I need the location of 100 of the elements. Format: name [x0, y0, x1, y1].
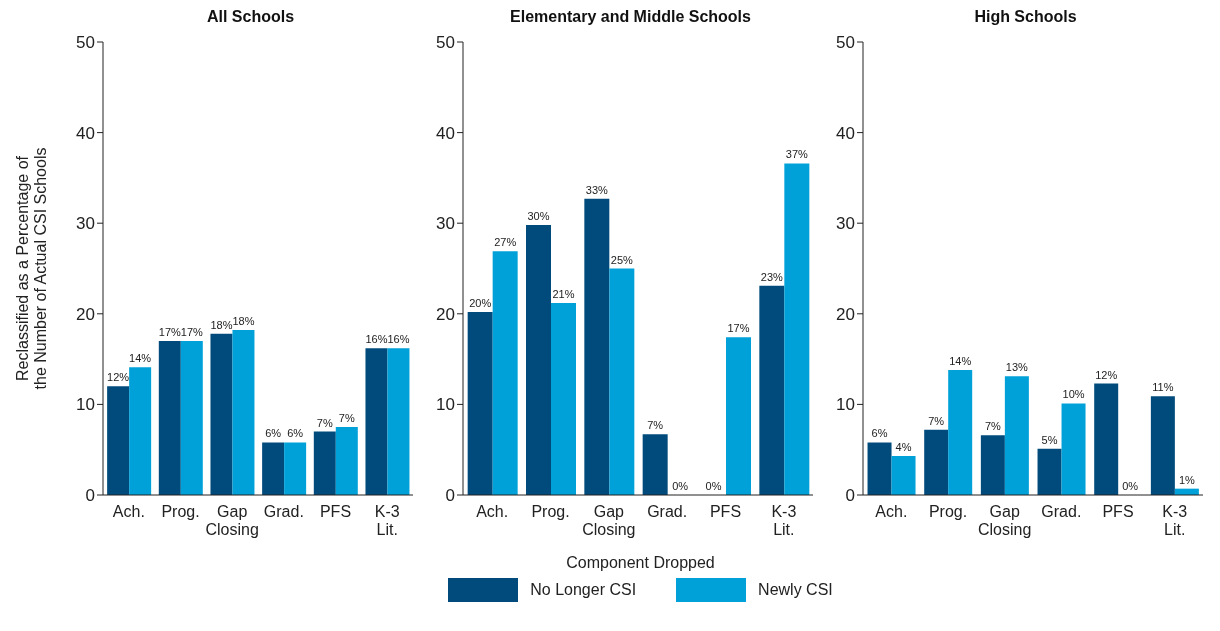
x-tick-label: K-3 Lit.	[374, 503, 400, 538]
y-tick-label: 50	[76, 33, 95, 53]
x-tick-label: Gap Closing	[205, 503, 259, 538]
data-label: 6%	[265, 427, 282, 440]
y-tick-label: 10	[76, 395, 95, 415]
y-tick-label: 50	[436, 33, 455, 53]
data-label: 21%	[552, 287, 575, 300]
data-label: 7%	[338, 412, 355, 425]
chart-title: Elementary and Middle Schools	[509, 8, 752, 27]
data-label: 25%	[610, 253, 634, 266]
x-tick-label: PFS	[319, 503, 352, 520]
x-tick-label: Prog.	[161, 503, 200, 520]
y-tick-label: 30	[836, 214, 855, 234]
x-tick-label: Grad.	[263, 503, 304, 520]
data-label: 16%	[387, 333, 410, 346]
bar	[759, 285, 785, 495]
data-label: 16%	[365, 333, 388, 346]
bar	[387, 348, 410, 495]
bar	[948, 369, 973, 495]
x-tick-label: Ach.	[112, 503, 145, 520]
data-label: 7%	[928, 414, 945, 427]
bar	[980, 435, 1005, 495]
data-label: 17%	[180, 325, 204, 338]
x-tick-label: K-3 Lit.	[771, 503, 797, 538]
bar	[642, 434, 668, 495]
bar	[1037, 448, 1062, 495]
data-label: 6%	[871, 427, 888, 440]
x-tick-label: PFS	[1102, 503, 1134, 520]
y-tick-label: 10	[836, 395, 855, 415]
bar	[551, 302, 576, 495]
legend-label: No Longer CSI	[530, 581, 637, 599]
y-axis-title: Reclassified as a Percentage of the Number of Actual CSI Schools	[14, 147, 49, 390]
data-label: 27%	[494, 236, 517, 249]
y-tick-label: 0	[85, 486, 95, 506]
y-tick-label: 20	[436, 304, 455, 324]
data-label: 17%	[727, 322, 750, 335]
bar	[891, 456, 916, 495]
x-tick-label: Grad.	[647, 503, 688, 520]
data-label: 18%	[232, 315, 255, 328]
x-tick-label: K-3 Lit.	[1162, 503, 1188, 538]
bar	[609, 268, 635, 495]
legend-label: Newly CSI	[758, 581, 833, 599]
data-label: 0%	[1122, 479, 1139, 492]
bar	[1094, 383, 1119, 495]
bar	[232, 330, 255, 495]
data-label: 30%	[527, 210, 550, 223]
data-label: 14%	[129, 352, 152, 365]
y-tick-label: 20	[76, 304, 95, 324]
x-tick-label: Prog.	[531, 503, 570, 520]
data-label: 33%	[585, 183, 609, 196]
bar	[726, 337, 751, 495]
data-label: 11%	[1152, 381, 1174, 394]
bar	[262, 442, 285, 495]
bar	[365, 348, 388, 495]
bar	[180, 340, 203, 495]
y-tick-label: 40	[836, 123, 855, 143]
bar	[107, 386, 130, 495]
bar	[492, 251, 518, 495]
data-label: 5%	[1041, 433, 1058, 446]
chart-title: All Schools	[205, 8, 296, 27]
data-label: 18%	[210, 318, 233, 331]
data-label: 23%	[760, 270, 784, 283]
bar	[467, 311, 493, 495]
bar	[284, 442, 307, 495]
data-label: 12%	[1095, 368, 1118, 381]
x-tick-label: Grad.	[1041, 503, 1082, 520]
x-tick-label: Ach.	[875, 503, 908, 520]
bar	[784, 163, 810, 495]
x-axis-title: Component Dropped	[565, 554, 716, 572]
bar	[158, 340, 181, 495]
bar	[584, 198, 610, 495]
data-label: 4%	[895, 441, 912, 454]
data-label: 10%	[1062, 388, 1085, 401]
y-tick-label: 40	[436, 123, 455, 143]
data-label: 7%	[647, 419, 664, 432]
data-label: 7%	[984, 420, 1002, 433]
bar	[526, 225, 551, 495]
bar	[313, 431, 336, 495]
data-label: 17%	[158, 325, 182, 338]
y-tick-label: 50	[836, 33, 855, 53]
x-tick-label: Ach.	[476, 503, 509, 520]
y-tick-label: 0	[845, 486, 855, 506]
y-tick-label: 30	[76, 214, 95, 234]
y-tick-label: 40	[76, 123, 95, 143]
x-tick-label: Gap Closing	[582, 503, 636, 538]
y-tick-label: 30	[436, 214, 455, 234]
data-label: 20%	[469, 296, 492, 309]
bar	[1004, 376, 1029, 495]
data-label: 14%	[949, 354, 972, 367]
y-tick-label: 0	[445, 486, 455, 506]
data-label: 12%	[107, 371, 130, 384]
y-tick-label: 10	[436, 395, 455, 415]
bar	[335, 427, 358, 495]
bar	[1150, 396, 1175, 495]
data-label: 7%	[316, 416, 333, 429]
bar	[867, 442, 892, 495]
chart-title: High Schools	[973, 8, 1078, 27]
x-tick-label: PFS	[709, 503, 742, 520]
bar	[924, 429, 949, 495]
data-label: 1%	[1178, 473, 1196, 486]
